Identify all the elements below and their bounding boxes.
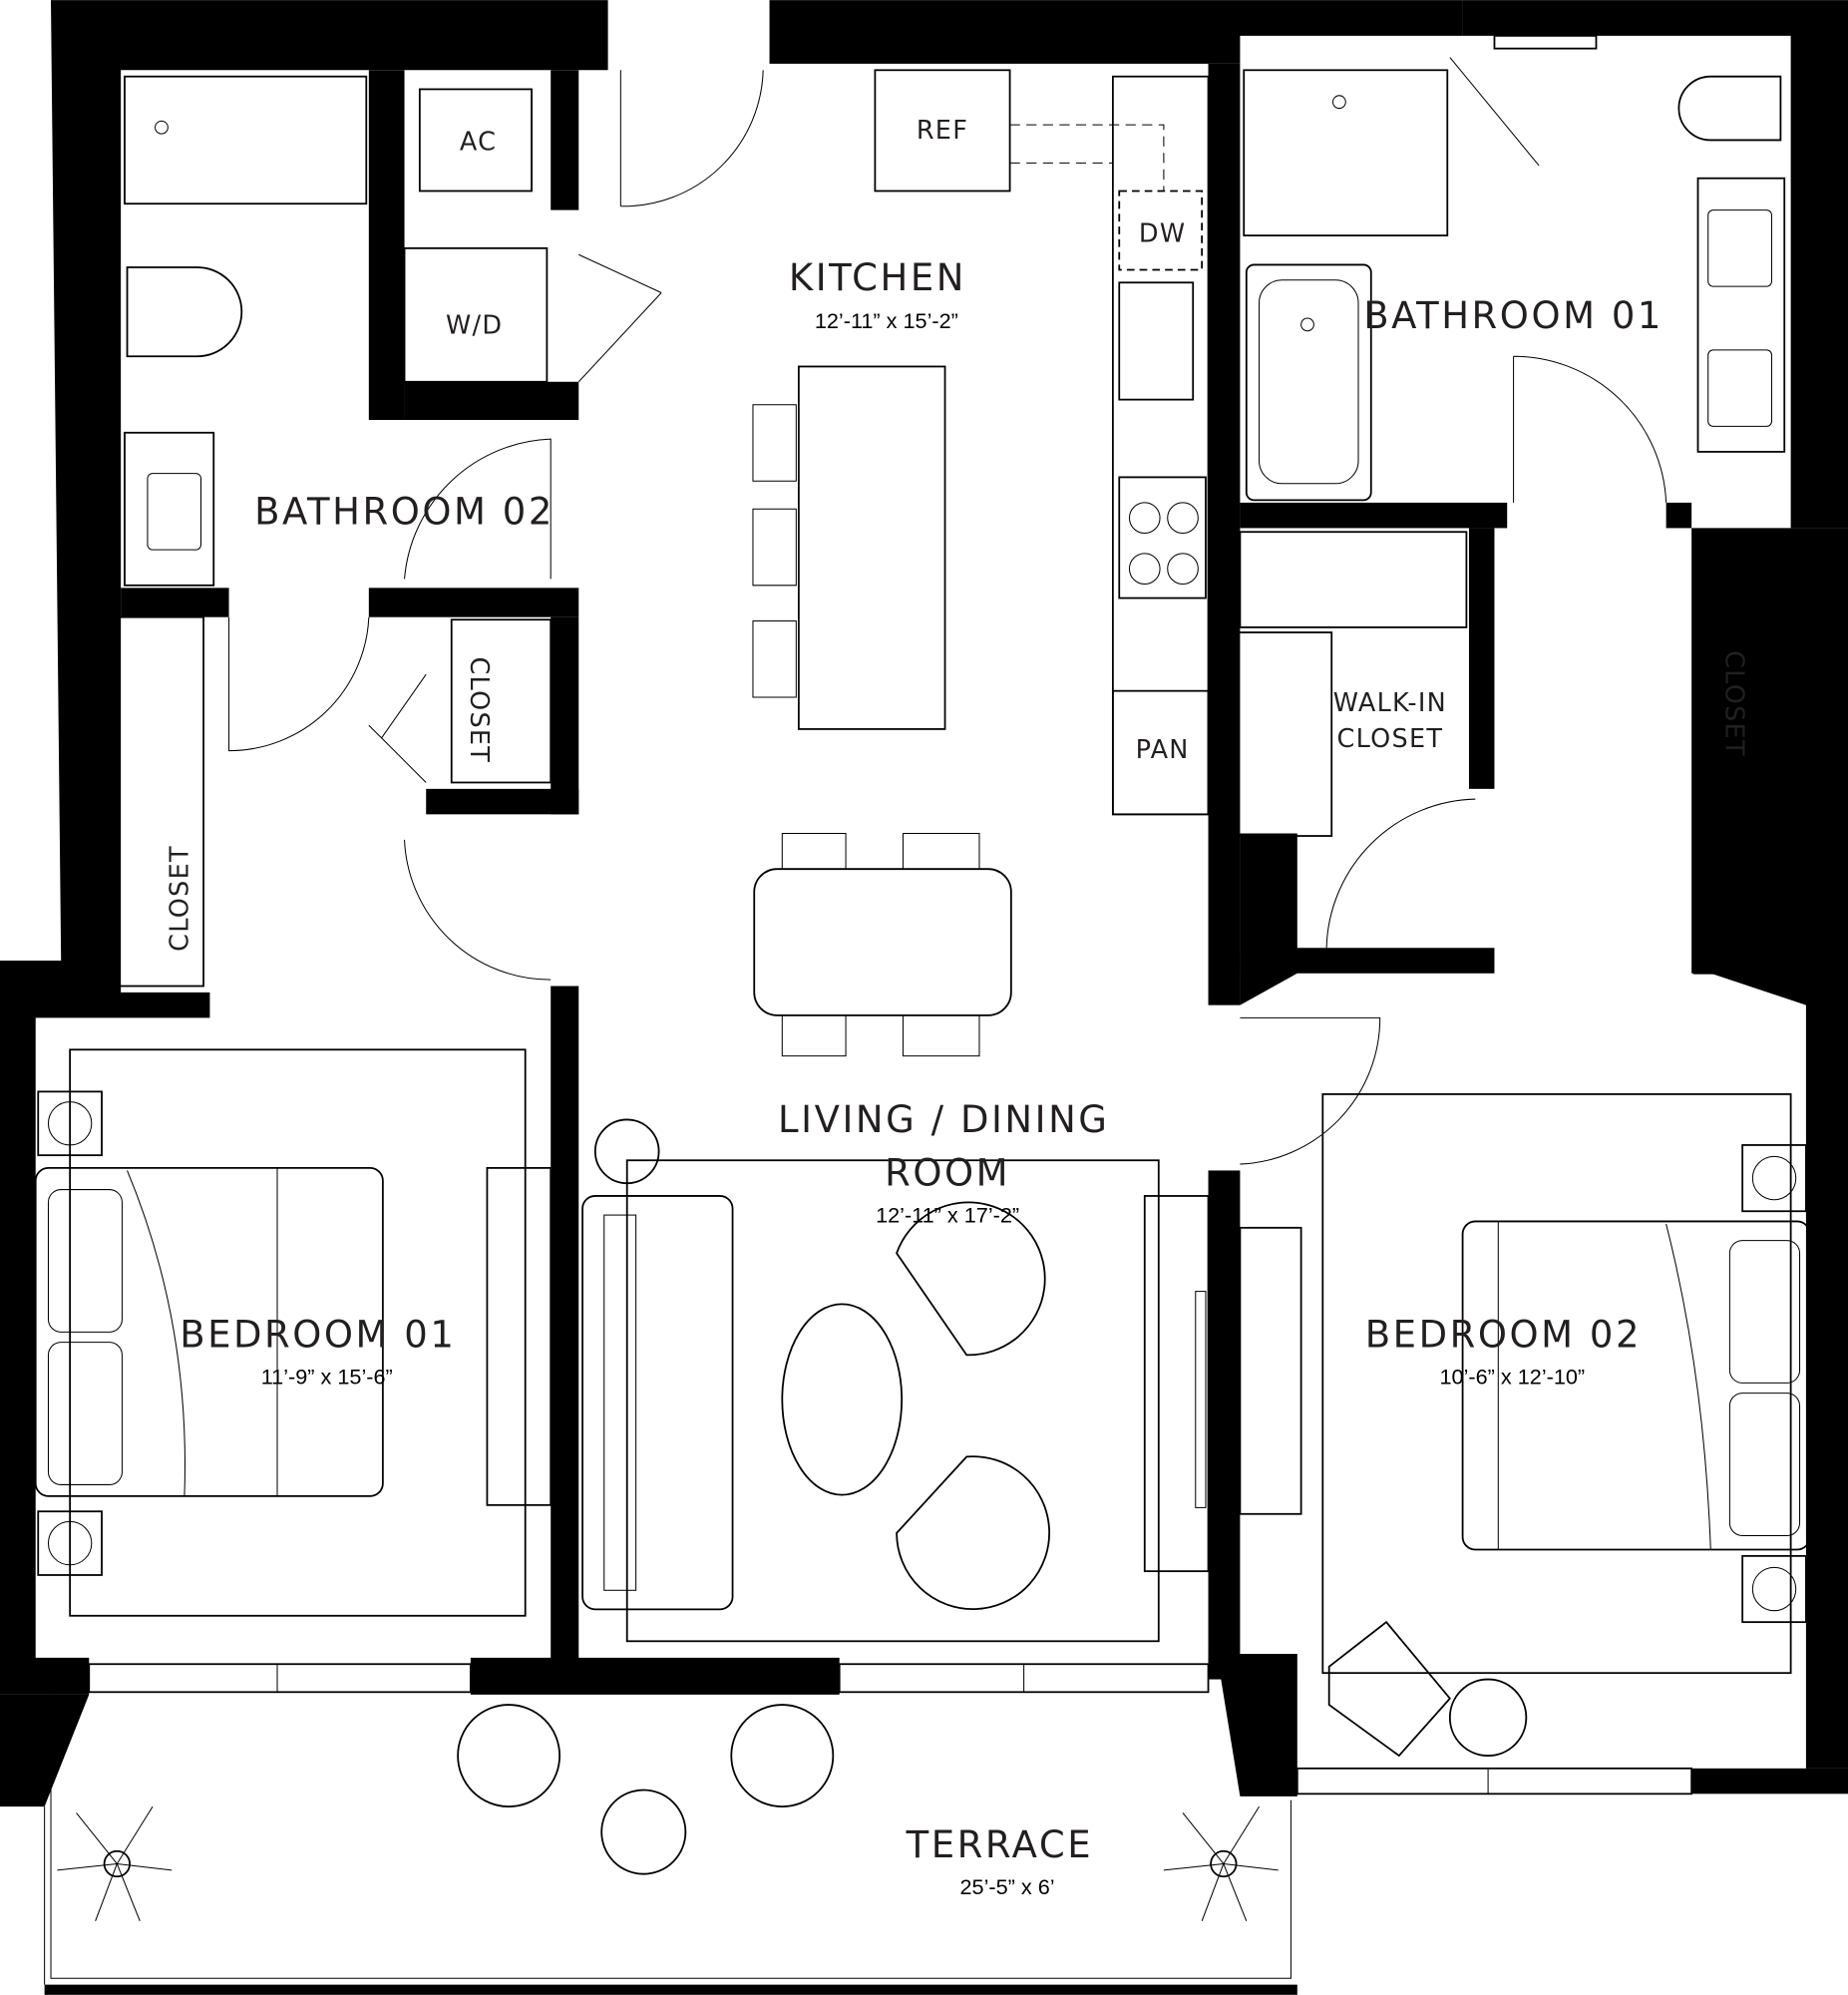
washer-dryer [403, 246, 549, 383]
closet-label: CLOSET [464, 656, 494, 763]
kitchen-counter [1111, 75, 1210, 816]
kitchen-label: KITCHEN [789, 256, 966, 299]
rug-bedroom02 [1321, 1093, 1792, 1675]
dishwasher [1118, 190, 1204, 271]
living-label-1: LIVING / DINING [778, 1098, 1109, 1141]
bed-02 [1461, 1220, 1811, 1551]
armchair [896, 1455, 1050, 1611]
shower-01 [1243, 69, 1449, 236]
plant-icon [1163, 1805, 1279, 1922]
vanity-02 [124, 431, 215, 587]
tv-console-living [1143, 1195, 1210, 1573]
closet-bath02 [450, 618, 553, 784]
closet-bedroom01 [101, 615, 204, 988]
bedroom01-dims: 11’-9” x 15’-6” [261, 1365, 393, 1390]
closet-label: CLOSET [166, 845, 195, 952]
bedroom02-label: BEDROOM 02 [1365, 1314, 1642, 1357]
walkin-label-1: WALK-IN [1333, 688, 1447, 718]
bed-01 [34, 1166, 384, 1497]
plant-icon [57, 1805, 173, 1922]
pantry [1111, 689, 1210, 816]
kitchen-dims: 12’-11” x 15’-2” [815, 308, 958, 333]
fixtures [34, 69, 1811, 1985]
shower-02 [124, 75, 368, 205]
lounge-chair [1327, 1620, 1452, 1758]
closet-label: CLOSET [1719, 650, 1749, 757]
doors [228, 57, 1667, 1165]
living-dims: 12’-11” x 17’-2” [876, 1203, 1019, 1228]
wd-label: W/D [446, 310, 503, 340]
dresser-bedroom01 [486, 1166, 553, 1506]
toilet-01 [1677, 75, 1782, 142]
closet-bedroom02 [1692, 578, 1810, 975]
kitchen-island [797, 365, 946, 730]
ac-label: AC [460, 128, 497, 158]
bathtub [1245, 263, 1372, 502]
sofa [581, 1195, 734, 1611]
terrace-chair [457, 1704, 561, 1807]
labels: AC W/D REF DW PAN CLOSET CLOSET CLOSET W… [166, 116, 1749, 1899]
dining-table [753, 868, 1012, 1016]
windows [88, 34, 1693, 1796]
living-label-2: ROOM [885, 1152, 1010, 1195]
dresser-bedroom02 [1239, 1226, 1302, 1515]
bedroom02-dims: 10’-6” x 12’-10” [1440, 1365, 1586, 1390]
cooktop [1118, 476, 1207, 599]
coffee-table [781, 1303, 904, 1496]
toilet-02 [126, 266, 243, 358]
kitchen-sink [1118, 281, 1195, 401]
pan-label: PAN [1136, 735, 1190, 765]
terrace-chair [730, 1704, 835, 1807]
ac-unit [418, 88, 533, 193]
dw-label: DW [1139, 218, 1186, 248]
armchair [896, 1201, 1046, 1357]
rug-bedroom01 [69, 1048, 527, 1617]
terrace-dims: 25’-5” x 6’ [959, 1874, 1054, 1899]
ref-label: REF [917, 116, 968, 146]
vanity-01 [1696, 177, 1786, 453]
rug-living [625, 1159, 1160, 1643]
refrigerator [874, 69, 1011, 193]
terrace-table [600, 1789, 687, 1875]
terrace-label: TERRACE [906, 1823, 1093, 1866]
bathroom01-label: BATHROOM 01 [1363, 294, 1663, 337]
walkin-label-2: CLOSET [1337, 724, 1444, 754]
bedroom01-label: BEDROOM 01 [180, 1314, 456, 1357]
bathroom02-label: BATHROOM 02 [254, 491, 554, 534]
